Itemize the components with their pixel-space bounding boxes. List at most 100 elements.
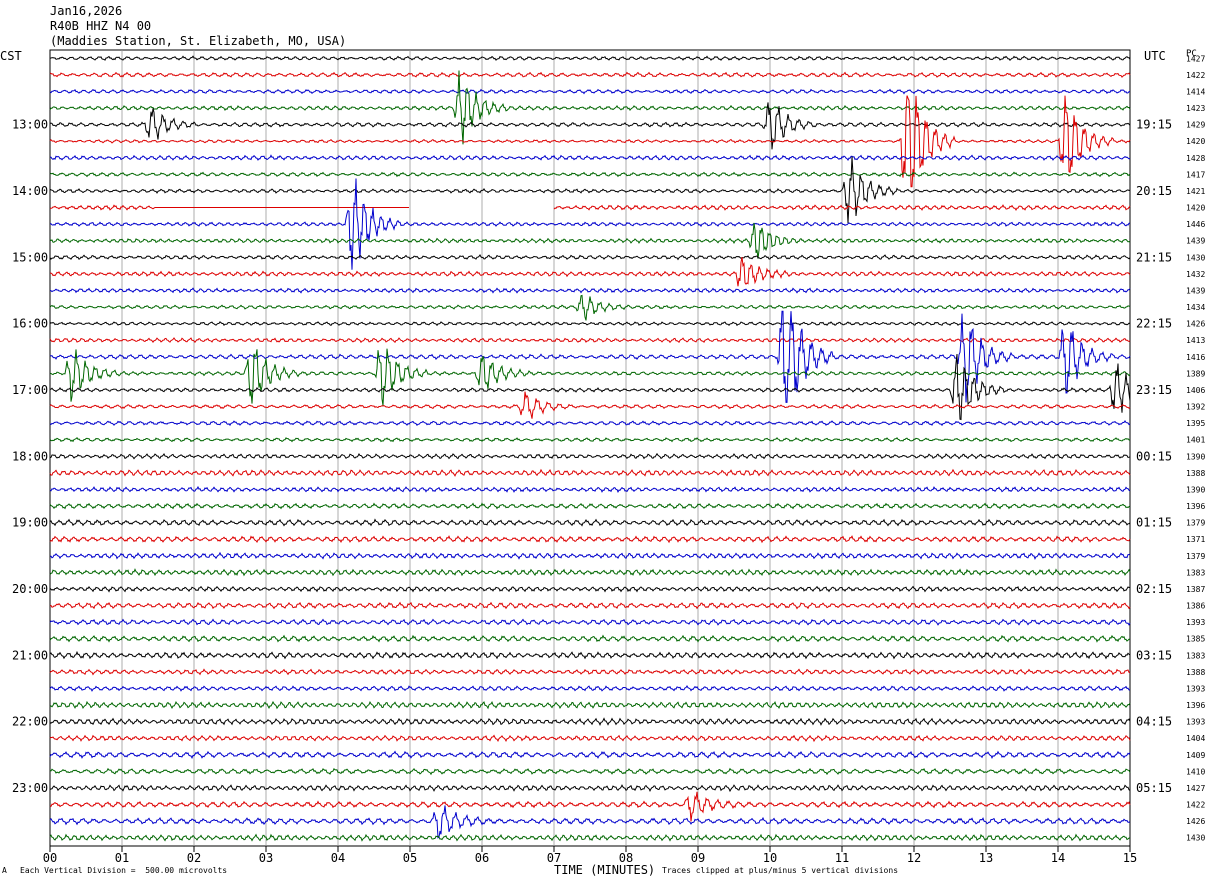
x-tick-label: 12 [907, 851, 921, 865]
trace-count-label: 1388 [1186, 668, 1205, 677]
trace-count-label: 1379 [1186, 552, 1205, 561]
trace-line [49, 70, 1131, 145]
trace-line [49, 668, 1131, 676]
trace-line [49, 88, 1131, 95]
plot-frame [49, 49, 1131, 847]
trace-line [49, 321, 1131, 327]
left-time-label: 18:00 [12, 449, 48, 463]
trace-count-label: 1379 [1186, 519, 1205, 528]
trace-count-label: 1439 [1186, 237, 1205, 246]
trace-line [49, 734, 1131, 743]
trace-line [49, 154, 1131, 162]
trace-line [49, 784, 1131, 793]
left-time-label: 17:00 [12, 383, 48, 397]
trace-count-label: 1409 [1186, 751, 1205, 760]
trace-count-label: 1383 [1186, 568, 1205, 577]
station-location: (Maddies Station, St. Elizabeth, MO, USA… [50, 34, 347, 48]
trace-count-label: 1416 [1186, 353, 1205, 362]
trace-line [49, 767, 1131, 776]
trace-count-label: 1393 [1186, 618, 1205, 627]
trace-line [49, 391, 1131, 419]
x-axis-label: TIME (MINUTES) [554, 863, 656, 877]
trace-count-label: 1393 [1186, 684, 1205, 693]
right-time-label: 04:15 [1136, 715, 1172, 729]
trace-count-label: 1395 [1186, 419, 1205, 428]
trace-line [49, 171, 1131, 178]
trace-count-label: 1417 [1186, 170, 1205, 179]
clip-note: Traces clipped at plus/minus 5 vertical … [662, 866, 899, 875]
trace-count-label: 1389 [1186, 369, 1205, 378]
trace-line [49, 156, 1131, 224]
trace-line [49, 254, 1131, 261]
trace-count-label: 1439 [1186, 286, 1205, 295]
trace-count-label: 1426 [1186, 817, 1205, 826]
trace-line [49, 71, 1131, 78]
trace-count-label: 1430 [1186, 253, 1205, 262]
trace-line [49, 502, 1131, 510]
trace-line [49, 102, 1131, 150]
x-tick-label: 00 [43, 851, 57, 865]
x-tick-label: 08 [619, 851, 633, 865]
x-tick-label: 14 [1051, 851, 1065, 865]
trace-line [49, 310, 1131, 403]
trace-count-label: 1446 [1186, 220, 1205, 229]
right-time-label: 19:15 [1136, 118, 1172, 132]
x-tick-label: 07 [547, 851, 561, 865]
trace-count-label: 1423 [1186, 104, 1205, 113]
left-time-label: 22:00 [12, 715, 48, 729]
left-time-label: 21:00 [12, 648, 48, 662]
x-tick-label: 15 [1123, 851, 1137, 865]
trace-line [49, 634, 1131, 643]
trace-count-label: 1392 [1186, 403, 1205, 412]
trace-line [49, 700, 1131, 710]
trace-count-label: 1414 [1186, 87, 1205, 96]
trace-line [49, 204, 1131, 212]
x-tick-label: 09 [691, 851, 705, 865]
trace-line [49, 452, 1131, 460]
trace-line [49, 95, 1131, 188]
trace-line [49, 685, 1131, 692]
trace-line [49, 222, 1131, 259]
trace-line [49, 791, 1131, 822]
x-tick-label: 03 [259, 851, 273, 865]
trace-count-label: 1390 [1186, 452, 1205, 461]
x-tick-label: 04 [331, 851, 345, 865]
trace-line [49, 485, 1131, 494]
right-time-label: 05:15 [1136, 781, 1172, 795]
trace-count-label: 1386 [1186, 602, 1205, 611]
right-time-label: 22:15 [1136, 317, 1172, 331]
trace-count-label: 1388 [1186, 469, 1205, 478]
trace-line [49, 468, 1131, 477]
x-tick-label: 01 [115, 851, 129, 865]
trace-count-label: 1421 [1186, 187, 1205, 196]
trace-line [49, 601, 1131, 610]
trace-line [49, 535, 1131, 544]
x-tick-label: 05 [403, 851, 417, 865]
trace-count-label: 1396 [1186, 701, 1205, 710]
trace-line [49, 833, 1131, 842]
trace-count-label: 1413 [1186, 336, 1205, 345]
trace-count-label: 1420 [1186, 204, 1205, 213]
trace-count-label: 1404 [1186, 734, 1205, 743]
right-axis-label: UTC [1144, 49, 1166, 63]
x-tick-label: 06 [475, 851, 489, 865]
left-time-label: 23:00 [12, 781, 48, 795]
trace-line [49, 585, 1131, 593]
trace-count-label: 1396 [1186, 502, 1205, 511]
trace-line [49, 518, 1131, 527]
x-tick-label: 10 [763, 851, 777, 865]
trace-count-label: 1430 [1186, 834, 1205, 843]
left-time-label: 20:00 [12, 582, 48, 596]
right-time-label: 23:15 [1136, 383, 1172, 397]
trace-line [49, 750, 1131, 759]
station-code: R40B HHZ N4 00 [50, 19, 152, 33]
trace-count-label: 1383 [1186, 651, 1205, 660]
trace-count-label: 1422 [1186, 71, 1205, 80]
trace-line [49, 551, 1131, 560]
trace-count-label: 1401 [1186, 436, 1205, 445]
corner-marker: A [2, 866, 7, 875]
right-column-label: PC [1186, 49, 1197, 59]
trace-count-label: 1387 [1186, 585, 1205, 594]
trace-count-label: 1426 [1186, 320, 1205, 329]
